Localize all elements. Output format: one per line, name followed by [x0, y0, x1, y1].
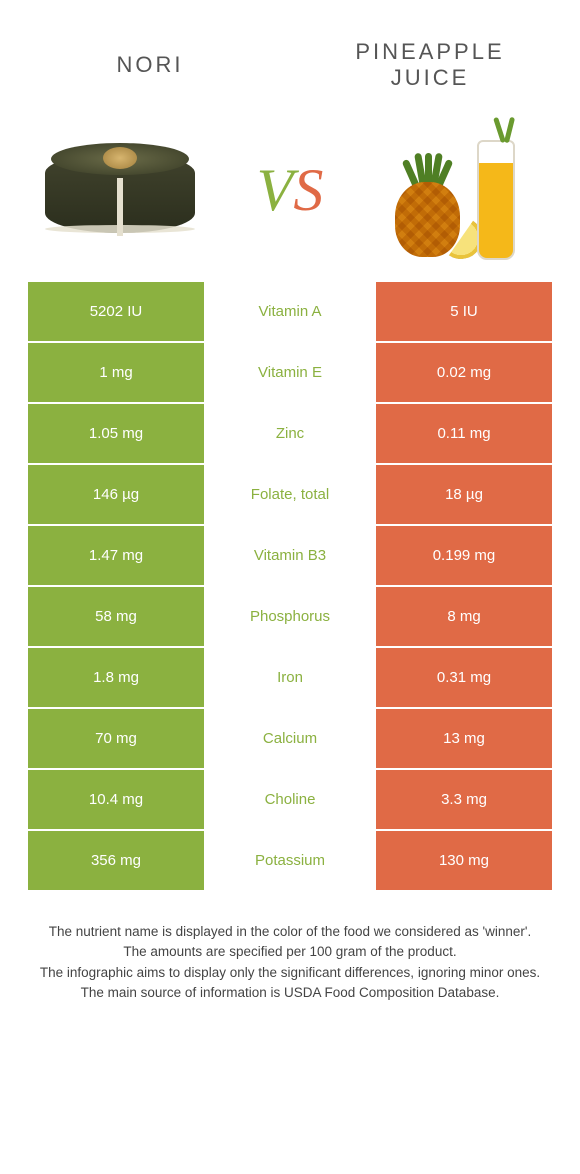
left-value: 1 mg — [28, 343, 204, 402]
left-value: 146 µg — [28, 465, 204, 524]
nutrient-name: Vitamin B3 — [204, 526, 376, 585]
footer-notes: The nutrient name is displayed in the co… — [0, 892, 580, 1003]
left-value: 1.05 mg — [28, 404, 204, 463]
right-value: 0.02 mg — [376, 343, 552, 402]
footer-line: The main source of information is USDA F… — [30, 983, 550, 1003]
left-food-title: Nori — [50, 52, 250, 78]
table-row: 356 mgPotassium130 mg — [28, 831, 552, 890]
nutrient-name: Vitamin A — [204, 282, 376, 341]
hero-images: VS — [0, 110, 580, 280]
nutrient-name: Iron — [204, 648, 376, 707]
header: Nori Pineapple Juice — [0, 0, 580, 110]
left-value: 70 mg — [28, 709, 204, 768]
table-row: 1 mgVitamin E0.02 mg — [28, 343, 552, 402]
vs-s: S — [293, 157, 323, 223]
right-value: 0.31 mg — [376, 648, 552, 707]
footer-line: The nutrient name is displayed in the co… — [30, 922, 550, 942]
table-row: 1.8 mgIron0.31 mg — [28, 648, 552, 707]
left-food-image — [35, 120, 205, 260]
right-value: 13 mg — [376, 709, 552, 768]
nutrient-name: Phosphorus — [204, 587, 376, 646]
table-row: 146 µgFolate, total18 µg — [28, 465, 552, 524]
nutrient-name: Calcium — [204, 709, 376, 768]
vs-label: VS — [257, 156, 324, 225]
table-row: 1.47 mgVitamin B30.199 mg — [28, 526, 552, 585]
vs-v: V — [257, 157, 294, 223]
right-value: 0.199 mg — [376, 526, 552, 585]
left-value: 1.47 mg — [28, 526, 204, 585]
right-value: 0.11 mg — [376, 404, 552, 463]
table-row: 1.05 mgZinc0.11 mg — [28, 404, 552, 463]
left-value: 5202 IU — [28, 282, 204, 341]
left-value: 1.8 mg — [28, 648, 204, 707]
table-row: 70 mgCalcium13 mg — [28, 709, 552, 768]
right-value: 18 µg — [376, 465, 552, 524]
pineapple-icon — [395, 182, 460, 257]
right-value: 3.3 mg — [376, 770, 552, 829]
left-value: 58 mg — [28, 587, 204, 646]
nutrient-name: Folate, total — [204, 465, 376, 524]
left-value: 10.4 mg — [28, 770, 204, 829]
nutrient-name: Choline — [204, 770, 376, 829]
nutrient-name: Zinc — [204, 404, 376, 463]
footer-line: The amounts are specified per 100 gram o… — [30, 942, 550, 962]
right-food-image — [375, 120, 545, 260]
right-food-title: Pineapple Juice — [330, 39, 530, 92]
glass-leaf-icon — [493, 117, 517, 147]
juice-glass-icon — [477, 140, 515, 260]
left-value: 356 mg — [28, 831, 204, 890]
footer-line: The infographic aims to display only the… — [30, 963, 550, 983]
table-row: 5202 IUVitamin A5 IU — [28, 282, 552, 341]
table-row: 58 mgPhosphorus8 mg — [28, 587, 552, 646]
right-value: 5 IU — [376, 282, 552, 341]
nutrient-name: Vitamin E — [204, 343, 376, 402]
comparison-table: 5202 IUVitamin A5 IU1 mgVitamin E0.02 mg… — [0, 280, 580, 890]
table-row: 10.4 mgCholine3.3 mg — [28, 770, 552, 829]
right-value: 8 mg — [376, 587, 552, 646]
right-value: 130 mg — [376, 831, 552, 890]
nutrient-name: Potassium — [204, 831, 376, 890]
